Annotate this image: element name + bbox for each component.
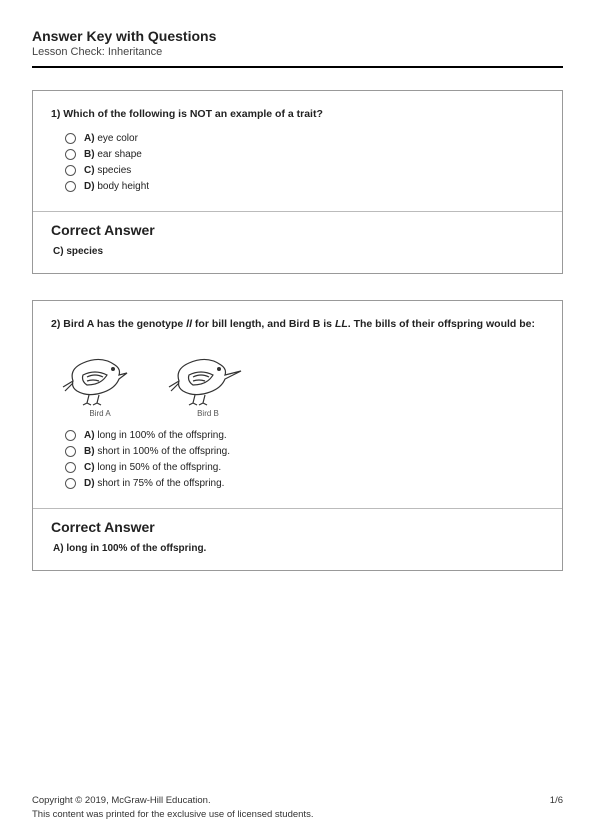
question-box-2: 2) Bird A has the genotype ll for bill l…	[32, 300, 563, 571]
radio-icon	[65, 181, 76, 192]
question-number: 2)	[51, 318, 60, 330]
header-rule	[32, 66, 563, 68]
question-prompt-post: . The bills of their offspring would be:	[348, 318, 535, 330]
question-text: 2) Bird A has the genotype ll for bill l…	[51, 317, 544, 331]
question-body: 2) Bird A has the genotype ll for bill l…	[33, 301, 562, 508]
answer-text: C) species	[51, 246, 544, 257]
question-body: 1) Which of the following is NOT an exam…	[33, 91, 562, 211]
bird-a-cell: Bird A	[61, 351, 139, 418]
answer-heading: Correct Answer	[51, 222, 544, 238]
option-label: B) short in 100% of the offspring.	[84, 446, 230, 457]
answer-text: A) long in 100% of the offspring.	[51, 543, 544, 554]
question-prompt-mid: for bill length, and Bird B is	[192, 318, 335, 330]
option-a[interactable]: A) long in 100% of the offspring.	[65, 430, 544, 441]
option-d[interactable]: D) short in 75% of the offspring.	[65, 478, 544, 489]
option-label: D) short in 75% of the offspring.	[84, 478, 224, 489]
answer-body: Correct Answer A) long in 100% of the of…	[33, 509, 562, 570]
question-box-1: 1) Which of the following is NOT an exam…	[32, 90, 563, 274]
page-title: Answer Key with Questions	[32, 28, 563, 44]
answer-heading: Correct Answer	[51, 519, 544, 535]
bird-illustrations: Bird A Bird B	[51, 343, 544, 424]
option-label: A) long in 100% of the offspring.	[84, 430, 227, 441]
genotype-b: LL	[335, 318, 348, 330]
question-prompt-pre: Bird A has the genotype	[63, 318, 186, 330]
bird-b-cell: Bird B	[167, 351, 249, 418]
bird-b-label: Bird B	[167, 409, 249, 418]
answer-body: Correct Answer C) species	[33, 212, 562, 273]
option-c[interactable]: C) long in 50% of the offspring.	[65, 462, 544, 473]
page-subtitle: Lesson Check: Inheritance	[32, 46, 563, 58]
options-list: A) eye color B) ear shape C) species D) …	[51, 133, 544, 192]
footer-copyright: Copyright © 2019, McGraw-Hill Education.	[32, 795, 211, 806]
option-d[interactable]: D) body height	[65, 181, 544, 192]
page-header: Answer Key with Questions Lesson Check: …	[32, 28, 563, 68]
option-c[interactable]: C) species	[65, 165, 544, 176]
option-label: D) body height	[84, 181, 149, 192]
page-footer: Copyright © 2019, McGraw-Hill Education.…	[32, 795, 563, 820]
option-label: A) eye color	[84, 133, 138, 144]
radio-icon	[65, 133, 76, 144]
radio-icon	[65, 165, 76, 176]
footer-note: This content was printed for the exclusi…	[32, 809, 563, 820]
option-b[interactable]: B) ear shape	[65, 149, 544, 160]
radio-icon	[65, 446, 76, 457]
bird-b-icon	[167, 351, 249, 407]
radio-icon	[65, 462, 76, 473]
radio-icon	[65, 430, 76, 441]
bird-a-label: Bird A	[61, 409, 139, 418]
question-text: 1) Which of the following is NOT an exam…	[51, 107, 544, 121]
footer-page: 1/6	[550, 795, 563, 806]
question-prompt: Which of the following is NOT an example…	[63, 108, 323, 120]
radio-icon	[65, 149, 76, 160]
bird-a-icon	[61, 351, 139, 407]
option-b[interactable]: B) short in 100% of the offspring.	[65, 446, 544, 457]
option-label: C) long in 50% of the offspring.	[84, 462, 221, 473]
radio-icon	[65, 478, 76, 489]
options-list: A) long in 100% of the offspring. B) sho…	[51, 430, 544, 489]
option-label: B) ear shape	[84, 149, 142, 160]
question-number: 1)	[51, 108, 60, 120]
option-label: C) species	[84, 165, 131, 176]
option-a[interactable]: A) eye color	[65, 133, 544, 144]
